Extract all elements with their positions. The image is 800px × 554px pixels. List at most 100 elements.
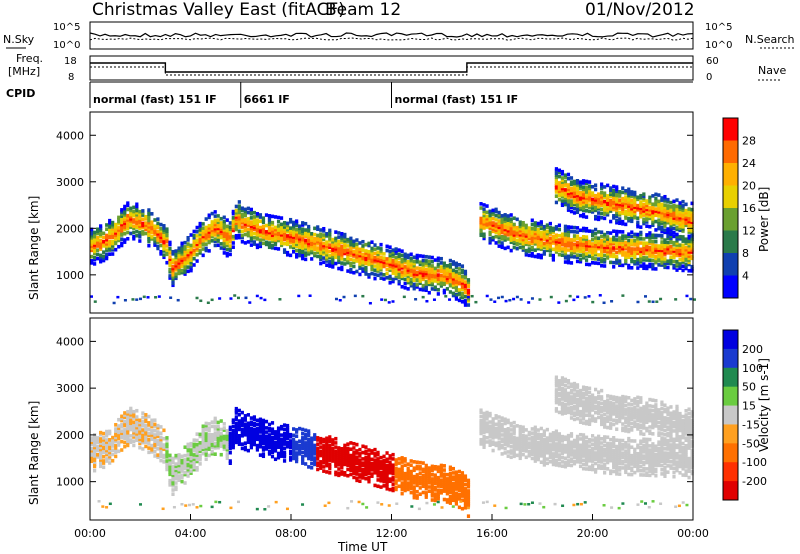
power-cell: [527, 247, 531, 251]
power-cell: [340, 265, 344, 270]
power-cell: [267, 218, 272, 222]
power-cell: [681, 216, 685, 221]
velocity-cell: [439, 482, 443, 487]
power-cell: [642, 192, 646, 196]
velocity-cell: [147, 431, 151, 436]
power-cell: [642, 221, 646, 226]
power-cell: [285, 236, 290, 240]
velocity-cell: [343, 452, 347, 456]
power-cell: [352, 239, 356, 244]
power-cell: [204, 248, 208, 253]
velocity-cell: [201, 426, 205, 431]
velocity-cell: [307, 465, 311, 469]
power-cell: [189, 254, 193, 258]
power-cell: [639, 202, 643, 206]
velocity-cell: [430, 489, 434, 494]
velocity-cell: [445, 485, 449, 490]
power-cell: [648, 212, 652, 216]
power-cell: [669, 249, 673, 253]
power-cell: [612, 252, 616, 257]
velocity-cell: [322, 456, 326, 461]
velocity-cell: [144, 431, 148, 436]
power-cell: [216, 235, 220, 239]
power-cell: [627, 208, 631, 213]
power-cell: [400, 274, 404, 279]
power-cell: [642, 213, 646, 217]
velocity-cell: [204, 442, 208, 447]
power-cell: [660, 210, 664, 215]
velocity-cell: [457, 492, 462, 497]
velocity-cell: [412, 460, 416, 464]
power-cell: [618, 236, 622, 240]
cpid-segments: normal (fast) 151 IF 6661 IF normal (fast)…: [89, 82, 518, 108]
velocity-cell: [466, 503, 471, 508]
power-cell: [500, 237, 504, 241]
velocity-cell: [442, 468, 446, 472]
power-cell: [186, 256, 190, 261]
power-cell: [563, 235, 568, 239]
power-cell: [660, 240, 664, 244]
velocity-cell: [575, 389, 580, 394]
power-cell: [648, 214, 652, 219]
power-cell: [165, 248, 169, 252]
power-cell: [554, 185, 559, 190]
velocity-cell: [316, 463, 320, 468]
power-cell: [141, 232, 145, 236]
power-cell: [168, 267, 172, 272]
power-cell: [252, 223, 257, 228]
power-cell: [606, 249, 610, 254]
power-cell: [651, 223, 655, 227]
power-cell: [466, 296, 471, 301]
power-cell: [506, 218, 510, 222]
power-cell: [494, 218, 498, 222]
velocity-cell: [563, 377, 568, 382]
power-cell: [587, 190, 592, 195]
power-cell: [225, 228, 229, 233]
power-cell: [639, 200, 643, 204]
power-cell: [382, 273, 386, 277]
power-cell: [621, 221, 625, 226]
power-cell: [672, 220, 676, 225]
power-cell: [612, 241, 616, 246]
power-cell: [409, 262, 413, 267]
velocity-cell: [189, 465, 193, 469]
power-cell: [457, 279, 462, 284]
power-cell: [651, 212, 655, 217]
velocity-cell: [331, 446, 335, 451]
velocity-cell: [343, 456, 347, 460]
velocity-cell: [255, 445, 260, 450]
velocity-cell: [285, 440, 290, 445]
power-cell: [156, 234, 160, 238]
velocity-cell: [322, 454, 326, 459]
power-cell: [584, 243, 589, 248]
power-cell: [298, 241, 302, 245]
power-cell: [542, 241, 546, 246]
power-cell: [192, 238, 196, 242]
velocity-cell: [463, 487, 468, 491]
power-cell: [587, 194, 592, 199]
power-cell: [654, 246, 658, 250]
velocity-cell: [105, 457, 109, 461]
velocity-cell: [590, 418, 595, 423]
power-cell: [189, 258, 193, 262]
velocity-cell: [102, 461, 106, 465]
power-cell: [678, 213, 682, 218]
velocity-cell: [156, 442, 160, 447]
velocity-cell: [195, 453, 199, 457]
velocity-cell: [451, 492, 455, 496]
power-cell: [633, 190, 637, 195]
velocity-cell: [192, 465, 196, 470]
power-cell: [93, 247, 97, 252]
power-cell: [681, 208, 685, 212]
velocity-cell: [331, 442, 335, 446]
velocity-cell: [204, 432, 208, 436]
power-cell: [192, 242, 196, 246]
power-cell: [394, 266, 398, 270]
power-cell: [334, 247, 338, 251]
power-cell: [412, 255, 416, 260]
velocity-cell: [594, 387, 598, 392]
power-cell: [554, 246, 559, 250]
power-cell: [563, 237, 568, 241]
velocity-cell: [105, 448, 109, 453]
power-cell: [524, 229, 528, 234]
